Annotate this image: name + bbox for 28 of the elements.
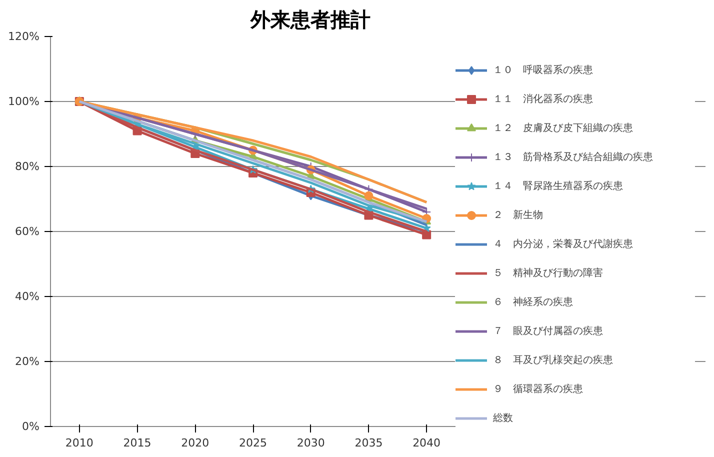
x-tick-label: 2025 [239, 436, 268, 450]
x-tick-label: 2020 [181, 436, 210, 450]
legend-label: １４ 腎尿路生殖器系の疾患 [493, 180, 624, 193]
legend-label: １３ 筋骨格系及び結合組織の疾患 [493, 150, 654, 164]
y-tick-label: 120% [8, 30, 40, 43]
y-tick-label: 60% [15, 225, 40, 238]
y-tick-label: 40% [15, 290, 40, 303]
legend-label: ６ 神経系の疾患 [493, 296, 574, 309]
y-tick-label: 0% [22, 420, 40, 433]
x-tick-label: 2035 [354, 436, 383, 450]
legend-label: ２ 新生物 [493, 208, 544, 222]
legend-label: １０ 呼吸器系の疾患 [493, 64, 594, 77]
legend-label: １２ 皮膚及び皮下組織の疾患 [493, 122, 634, 135]
y-tick-label: 80% [15, 160, 40, 173]
x-tick-label: 2010 [65, 436, 94, 450]
legend-label: １１ 消化器系の疾患 [493, 92, 594, 106]
legend-label: ８ 耳及び乳様突起の疾患 [493, 354, 614, 367]
legend-label: ４ 内分泌，栄養及び代謝疾患 [493, 238, 634, 251]
chart-title: 外来患者推計 [250, 8, 370, 32]
x-tick-label: 2030 [296, 436, 325, 450]
y-tick-label: 100% [8, 95, 40, 108]
legend-label: ７ 眼及び付属器の疾患 [493, 324, 604, 338]
legend-label: ９ 循環器系の疾患 [493, 382, 584, 396]
x-tick-label: 2015 [123, 436, 152, 450]
legend-label: ５ 精神及び行動の障害 [493, 266, 604, 280]
y-tick-label: 20% [15, 355, 40, 368]
x-tick-label: 2040 [412, 436, 441, 450]
legend-label: 総数 [493, 412, 514, 425]
